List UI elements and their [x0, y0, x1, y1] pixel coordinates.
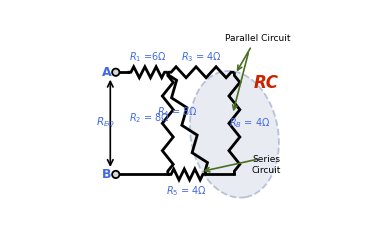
Text: $R_5$ = 4Ω: $R_5$ = 4Ω — [166, 184, 207, 198]
Text: $R_4$ = 8Ω: $R_4$ = 8Ω — [157, 105, 198, 119]
Text: Series
Circuit: Series Circuit — [252, 155, 281, 175]
Circle shape — [112, 68, 119, 76]
Text: $R_2$ = 8Ω: $R_2$ = 8Ω — [129, 111, 170, 125]
Text: $R_3$ = 4Ω: $R_3$ = 4Ω — [181, 50, 222, 64]
Text: $R_B$ = 4Ω: $R_B$ = 4Ω — [229, 116, 271, 130]
Text: RC: RC — [254, 74, 279, 92]
Circle shape — [112, 171, 119, 178]
Text: B: B — [102, 168, 112, 181]
Text: $R_{EQ}$: $R_{EQ}$ — [96, 116, 115, 131]
Text: Parallel Circuit: Parallel Circuit — [226, 34, 291, 43]
Ellipse shape — [190, 71, 279, 198]
Text: A: A — [102, 66, 112, 79]
Text: $R_1$ =6Ω: $R_1$ =6Ω — [129, 50, 167, 64]
